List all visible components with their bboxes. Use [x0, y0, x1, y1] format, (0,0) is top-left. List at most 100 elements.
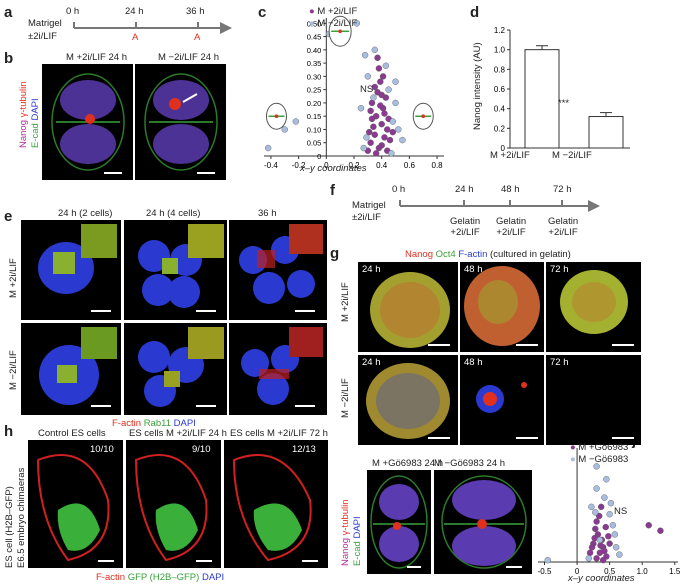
tick-36h: 36 h: [186, 6, 205, 17]
data-point: [602, 523, 609, 531]
data-point: [367, 107, 374, 115]
data-point: [601, 547, 608, 555]
data-point: [368, 115, 376, 123]
i-stain-1: Nanog γ-tubulin: [340, 499, 351, 566]
data-point: [388, 150, 395, 157]
y-tick-label: 0.05: [307, 139, 322, 148]
data-point: [645, 522, 652, 529]
f-condition: ±2i/LIF: [352, 212, 381, 223]
h-title-2: ES cells M +2i/LIF 24 h: [129, 428, 227, 439]
g-time-3: 72 h: [550, 264, 569, 275]
timeline-f-svg: [399, 200, 600, 212]
scale-bar: [104, 172, 122, 174]
c-legend-2: ● M −2i/LIF: [309, 18, 358, 29]
b-stain-labels-2: E-cad DAPI: [30, 98, 41, 148]
data-point: [364, 73, 372, 80]
e-row-2: M −2i/LIF: [8, 350, 19, 390]
d-cat-1: M +2i/LIF: [490, 150, 530, 161]
data-point: [593, 518, 600, 525]
y-tick-label: 0.6: [494, 85, 506, 94]
f-tick-24: 24 h: [455, 184, 474, 195]
scale-bar: [612, 344, 634, 346]
b-title-2: M −2i/LIF 24 h: [158, 52, 219, 63]
data-point: [292, 118, 300, 125]
data-point: [593, 485, 600, 492]
data-point: [385, 86, 392, 93]
panel-letter-g: g: [330, 245, 340, 262]
c-legend-1: ● M +2i/LIF: [309, 6, 358, 17]
i-image-plus: [367, 470, 431, 574]
g-time-2: 48 h: [464, 264, 483, 275]
data-point: [357, 105, 365, 112]
panel-d-bar: 0 0.2 0.4 0.6 0.8 1.0 1.2: [494, 26, 630, 153]
panel-j-scatter: -0.5 0 0.5 1.0 1.5: [538, 448, 681, 576]
data-point: [389, 118, 396, 125]
y-tick-label: 0.20: [307, 99, 322, 108]
j-legend-2: ● M −Gö6983: [570, 454, 629, 465]
panel-letter-d: d: [470, 4, 480, 21]
f-step-3: Gelatin +2i/LIF: [548, 216, 579, 238]
scale-bar: [428, 437, 450, 439]
y-tick-label: 1.0: [494, 46, 506, 55]
centrosome-dot: [274, 114, 279, 118]
g-img-3: 72 h: [546, 262, 641, 352]
data-point: [371, 46, 378, 54]
scale-bar: [295, 310, 315, 312]
g-header: Nanog Oct4 F-actin (cultured in gelatin): [405, 249, 571, 260]
d-cat-2: M −2i/LIF: [552, 150, 592, 161]
data-point: [381, 134, 388, 141]
mark-a-1: A: [132, 32, 139, 43]
g-time-6: 72 h: [550, 357, 569, 368]
y-tick-label: 0: [317, 152, 321, 161]
data-point: [607, 499, 615, 507]
scale-bar: [516, 344, 538, 346]
h-count-2: 9/10: [192, 444, 211, 455]
data-point: [616, 551, 623, 558]
data-point: [366, 128, 373, 136]
g-img-1: 24 h: [358, 262, 458, 352]
b-image-minus: [135, 64, 226, 180]
data-point: [585, 555, 592, 562]
e-img-6: [229, 323, 327, 415]
i-stain-2: E-cad DAPI: [352, 516, 363, 566]
y-tick-label: 0.30: [307, 72, 322, 81]
f-tick-72: 72 h: [553, 184, 572, 195]
scale-bar: [506, 566, 522, 568]
e-col-2: 24 h (4 cells): [146, 208, 201, 219]
i-image-minus: [434, 470, 532, 574]
data-point: [609, 522, 617, 529]
y-tick-label: 0.10: [307, 125, 322, 134]
data-point: [367, 139, 374, 146]
data-point: [381, 110, 388, 117]
data-point: [375, 65, 383, 72]
matrigel-label: Matrigel: [28, 18, 62, 29]
bar: [588, 116, 624, 149]
scale-bar: [428, 344, 450, 346]
j-ns-label: NS: [614, 506, 628, 517]
x-tick-label: -0.2: [292, 161, 306, 170]
i-title-2: M −Gö6983 24 h: [434, 458, 506, 469]
panel-letter-b: b: [4, 50, 14, 67]
data-point: [370, 94, 377, 101]
centrosome-dot: [421, 114, 426, 118]
y-tick-label: 0.35: [307, 59, 322, 68]
d-ylabel: Nanog intensity (AU): [472, 42, 483, 130]
e-img-1: [21, 220, 121, 320]
h-title-3: ES cells M +2i/LIF 72 h: [230, 428, 328, 439]
tick-0h: 0 h: [66, 6, 80, 17]
j-xlabel: x–y coordinates: [568, 573, 635, 584]
data-point: [593, 463, 600, 470]
mark-a-2: A: [194, 32, 201, 43]
scale-bar: [98, 560, 114, 562]
data-point: [597, 542, 604, 549]
b-stain-labels: Nanog γ-tubulin: [18, 81, 29, 148]
h-count-1: 10/10: [90, 444, 114, 455]
data-point: [378, 91, 385, 99]
data-point: [361, 51, 369, 59]
d-sig: ***: [558, 98, 570, 109]
h-img-3: 12/13: [224, 440, 328, 568]
data-point: [544, 556, 551, 564]
x-tick-label: 0.2: [348, 161, 360, 170]
data-point: [395, 126, 402, 133]
y-tick-label: 1.2: [494, 26, 506, 35]
